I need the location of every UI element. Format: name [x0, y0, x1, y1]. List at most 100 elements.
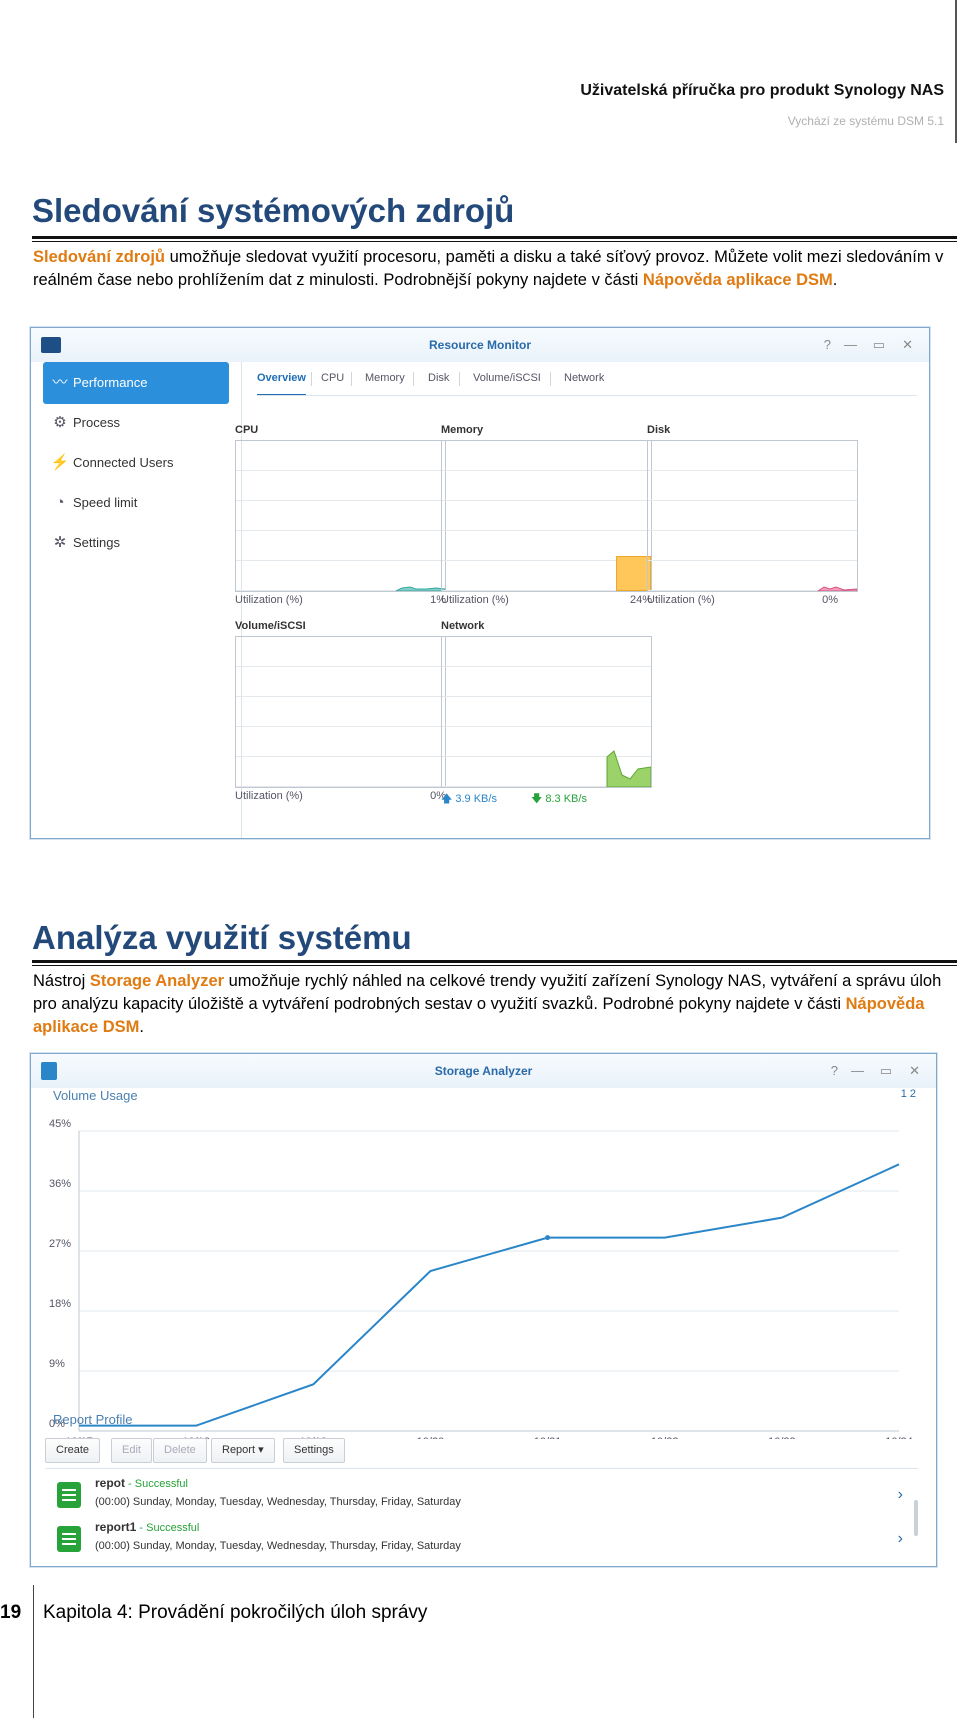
- paragraph-text: umožňuje rychlý náhled na celkové trendy…: [33, 972, 942, 1013]
- help-icon[interactable]: ?: [830, 1063, 838, 1078]
- y-tick-label: 18%: [49, 1298, 71, 1310]
- report-name: repot - Successful: [95, 1476, 188, 1490]
- download-value: 8.3 KB/s: [545, 793, 587, 805]
- sidebar-item-process[interactable]: ⚙ Process: [43, 402, 229, 444]
- link-storage-analyzer[interactable]: Storage Analyzer: [89, 972, 225, 990]
- sidebar: 〰 Performance ⚙ Process ⚡ Connected User…: [31, 362, 242, 838]
- section1-paragraph: Sledování zdrojů umožňuje sledovat využi…: [33, 246, 948, 292]
- maximize-icon[interactable]: ▭: [879, 1063, 892, 1078]
- window-title: Storage Analyzer: [434, 1064, 533, 1078]
- sidebar-item-performance[interactable]: 〰 Performance: [43, 362, 229, 404]
- report-schedule: (00:00) Sunday, Monday, Tuesday, Wednesd…: [95, 1540, 461, 1552]
- disk-graph-plot: [817, 586, 857, 591]
- settings-button[interactable]: Settings: [283, 1438, 345, 1463]
- document-subtitle: Vychází ze systému DSM 5.1: [787, 114, 944, 128]
- y-tick-label: 27%: [49, 1238, 71, 1250]
- data-point: [545, 1235, 551, 1241]
- create-button[interactable]: Create: [45, 1438, 101, 1463]
- storage-analyzer-window: Storage Analyzer ? — ▭ ✕ Volume Usage 1 …: [30, 1053, 937, 1567]
- sidebar-item-label: Connected Users: [73, 455, 174, 470]
- x-tick-label: 10/22: [651, 1436, 679, 1439]
- series-line: [79, 1163, 900, 1427]
- disk-graph: [647, 440, 858, 592]
- sidebar-item-label: Speed limit: [73, 495, 138, 510]
- minimize-icon[interactable]: —: [844, 337, 857, 352]
- volume-panel-title: Volume/iSCSI: [235, 620, 306, 632]
- network-graph: [441, 636, 652, 788]
- tab-divider: [257, 395, 917, 396]
- tab-separator: [311, 372, 312, 386]
- tab-disk[interactable]: Disk: [428, 372, 450, 384]
- volume-utilization-label: Utilization (%): [235, 790, 303, 802]
- tab-separator: [550, 372, 551, 386]
- app-icon: [41, 1062, 57, 1080]
- x-tick-label: 10/18: [182, 1436, 210, 1439]
- window-titlebar: Resource Monitor: [31, 328, 929, 362]
- pagination[interactable]: 1 2: [900, 1088, 916, 1100]
- app-icon: [41, 337, 61, 353]
- heading-rule-thin: [32, 241, 957, 242]
- memory-utilization-value: 24%: [629, 594, 652, 606]
- network-upload-rate: 🡅 3.9 KB/s: [441, 790, 497, 809]
- cpu-utilization-label: Utilization (%): [235, 594, 303, 606]
- memory-usage-bar: [616, 556, 651, 591]
- y-tick-label: 36%: [49, 1178, 71, 1190]
- disk-utilization-label: Utilization (%): [647, 594, 715, 606]
- close-icon[interactable]: ✕: [909, 1063, 920, 1078]
- report-schedule: (00:00) Sunday, Monday, Tuesday, Wednesd…: [95, 1496, 461, 1508]
- memory-panel-title: Memory: [441, 424, 484, 436]
- chevron-right-icon[interactable]: ›: [897, 1486, 903, 1503]
- link-dsm-help[interactable]: Nápověda aplikace DSM: [33, 995, 925, 1036]
- chevron-right-icon[interactable]: ›: [897, 1530, 903, 1547]
- tab-volume-iscsi[interactable]: Volume/iSCSI: [473, 372, 541, 384]
- volume-graph: [235, 636, 446, 788]
- list-item[interactable]: report1 - Successful (00:00) Sunday, Mon…: [45, 1518, 915, 1562]
- close-icon[interactable]: ✕: [902, 337, 913, 352]
- process-icon: ⚙: [53, 414, 67, 431]
- plug-icon: ⚡: [50, 454, 70, 471]
- report-dropdown-button[interactable]: Report ▾: [211, 1438, 275, 1463]
- tab-overview[interactable]: Overview: [257, 362, 306, 396]
- x-tick-label: 10/19: [300, 1436, 328, 1439]
- cpu-panel-title: CPU: [235, 424, 259, 436]
- scrollbar[interactable]: [914, 1500, 918, 1536]
- header-divider: [955, 0, 957, 143]
- x-tick-label: 10/17: [65, 1436, 93, 1439]
- maximize-icon[interactable]: ▭: [872, 337, 885, 352]
- x-tick-label: 10/20: [417, 1436, 445, 1439]
- gauge-icon: ◔: [55, 494, 65, 511]
- tab-cpu[interactable]: CPU: [321, 372, 345, 384]
- tab-network[interactable]: Network: [564, 372, 605, 384]
- report-status: - Successful: [125, 1478, 188, 1490]
- heading-rule: [32, 960, 957, 963]
- report-icon: [57, 1482, 81, 1508]
- section2-paragraph: Nástroj Storage Analyzer umožňuje rychlý…: [33, 970, 948, 1039]
- edit-button[interactable]: Edit: [111, 1438, 152, 1463]
- tab-memory[interactable]: Memory: [365, 372, 405, 384]
- cpu-graph: [235, 440, 446, 592]
- paragraph-end: .: [832, 271, 838, 289]
- memory-graph: [441, 440, 652, 592]
- gear-icon: ✲: [53, 534, 67, 551]
- sidebar-item-speed-limit[interactable]: ◔ Speed limit: [43, 482, 229, 524]
- report-status: - Successful: [136, 1522, 200, 1534]
- help-icon[interactable]: ?: [823, 337, 831, 352]
- link-dsm-help[interactable]: Nápověda aplikace DSM: [642, 271, 833, 289]
- sidebar-item-settings[interactable]: ✲ Settings: [43, 522, 229, 564]
- sidebar-item-connected-users[interactable]: ⚡ Connected Users: [43, 442, 229, 484]
- delete-button[interactable]: Delete: [153, 1438, 207, 1463]
- volume-usage-chart: 0% 9% 18% 27% 36% 45% 10/17 10/18 10/19 10/20 10/2…: [49, 1118, 913, 1439]
- section-heading-resource-monitoring: Sledování systémových zdrojů: [32, 192, 515, 229]
- volume-utilization-value: 0%: [430, 790, 446, 802]
- x-tick-label: 10/21: [534, 1436, 562, 1439]
- memory-utilization-label: Utilization (%): [441, 594, 509, 606]
- minimize-icon[interactable]: —: [851, 1063, 864, 1078]
- link-resource-monitor[interactable]: Sledování zdrojů: [33, 248, 166, 266]
- report-profile-title: Report Profile: [53, 1412, 133, 1427]
- report-icon: [57, 1526, 81, 1552]
- x-tick-label: 10/24: [885, 1436, 913, 1439]
- cpu-graph-plot: [395, 586, 445, 591]
- chapter-title: Kapitola 4: Provádění pokročilých úloh s…: [43, 1602, 428, 1623]
- upload-arrow-icon: 🡅: [441, 793, 456, 805]
- list-item[interactable]: repot - Successful (00:00) Sunday, Monda…: [45, 1474, 915, 1518]
